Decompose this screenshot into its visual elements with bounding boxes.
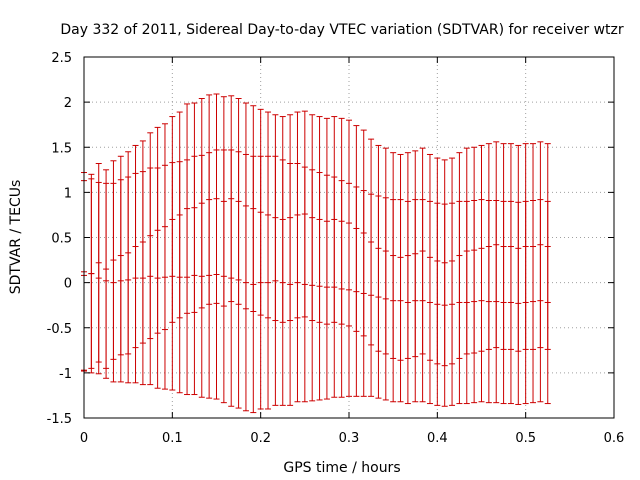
x-tick-label: 0.4 (427, 431, 448, 446)
x-tick-label: 0.6 (604, 431, 625, 446)
y-tick-label: 1.5 (51, 141, 72, 156)
series-layer (81, 93, 551, 414)
y-tick-label: 0 (64, 277, 72, 292)
y-tick-label: 0.5 (51, 232, 72, 247)
y-tick-label: 1 (64, 186, 72, 201)
y-tick-label: 2.5 (51, 51, 72, 66)
ticks-layer: 0 0.1 0.2 0.3 0.4 0.5 0.6 -1.5 -1 -0.5 0 0.5 1 1.5 2 2.… (47, 51, 625, 446)
chart-title: Day 332 of 2011, Sidereal Day-to-day VTE… (60, 22, 624, 38)
x-tick-label: 0.1 (162, 431, 183, 446)
y-tick-label: -0.5 (47, 322, 72, 337)
y-axis-label: SDTVAR / TECUs (8, 180, 24, 295)
x-axis-label: GPS time / hours (283, 460, 400, 476)
x-tick-label: 0 (80, 431, 88, 446)
x-tick-label: 0.2 (250, 431, 271, 446)
y-tick-label: -1.5 (47, 412, 72, 427)
x-tick-label: 0.3 (339, 431, 360, 446)
x-tick-label: 0.5 (515, 431, 536, 446)
y-tick-label: -1 (59, 367, 72, 382)
y-tick-label: 2 (64, 96, 72, 111)
